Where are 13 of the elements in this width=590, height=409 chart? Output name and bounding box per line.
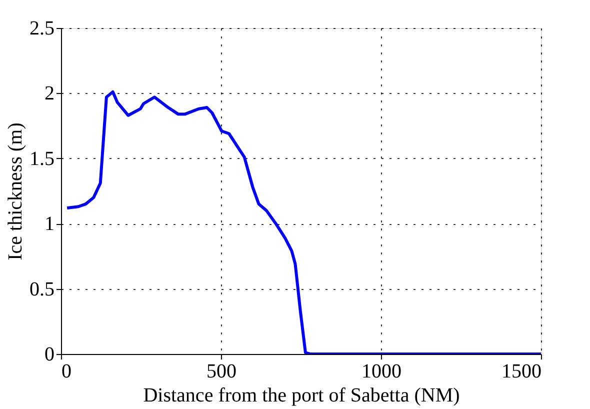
x-tick-label: 500 [206, 360, 236, 382]
line-series [66, 90, 541, 354]
x-axis-title: Distance from the port of Sabetta (NM) [143, 384, 460, 406]
y-tick-label: 0 [44, 344, 54, 366]
y-tick-label: 2 [44, 82, 54, 105]
y-axis-title: Ice thickness (m) [4, 122, 26, 260]
y-tick-label: 1 [44, 213, 54, 236]
x-tick-label: 0 [62, 360, 72, 382]
y-tick-label: 0.5 [30, 278, 54, 300]
x-tick-label: 1500 [502, 360, 542, 382]
y-tick-label: 2.5 [30, 18, 54, 40]
y-tick-label: 1.5 [30, 148, 54, 170]
x-tick-label: 1000 [362, 360, 402, 382]
